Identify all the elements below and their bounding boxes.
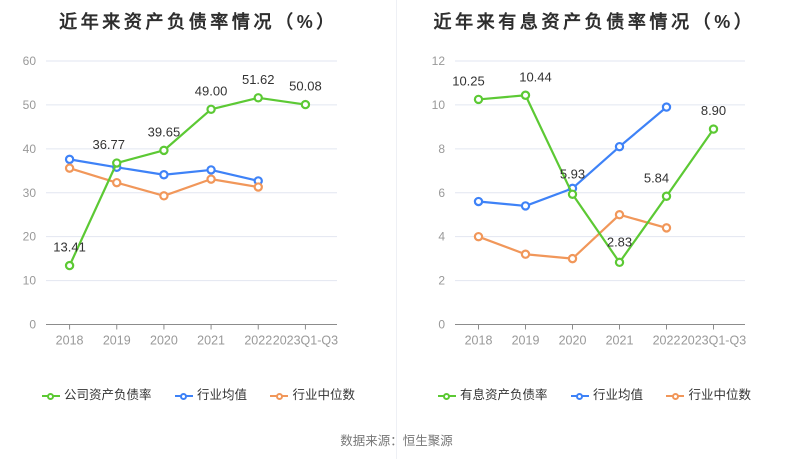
svg-text:6: 6 xyxy=(438,186,445,200)
svg-text:2021: 2021 xyxy=(606,334,634,348)
svg-text:2: 2 xyxy=(438,274,445,288)
svg-text:10: 10 xyxy=(23,274,37,288)
svg-text:36.77: 36.77 xyxy=(92,137,125,152)
svg-text:10.25: 10.25 xyxy=(452,73,485,88)
svg-text:0: 0 xyxy=(29,318,36,332)
svg-text:13.41: 13.41 xyxy=(53,240,86,255)
svg-text:2019: 2019 xyxy=(103,334,131,348)
svg-text:2.83: 2.83 xyxy=(607,234,632,249)
svg-text:39.65: 39.65 xyxy=(148,124,181,139)
svg-text:5.93: 5.93 xyxy=(560,166,585,181)
svg-text:2018: 2018 xyxy=(56,334,84,348)
svg-text:12: 12 xyxy=(432,54,446,68)
svg-text:50: 50 xyxy=(23,98,37,112)
svg-text:2020: 2020 xyxy=(150,334,178,348)
svg-text:2022: 2022 xyxy=(244,334,272,348)
svg-text:20: 20 xyxy=(23,230,37,244)
svg-text:5.84: 5.84 xyxy=(644,170,669,185)
svg-text:49.00: 49.00 xyxy=(195,83,228,98)
svg-text:4: 4 xyxy=(438,230,445,244)
svg-text:40: 40 xyxy=(23,142,37,156)
svg-text:30: 30 xyxy=(23,186,37,200)
svg-text:2022: 2022 xyxy=(653,334,681,348)
svg-text:2020: 2020 xyxy=(559,334,587,348)
svg-text:8.90: 8.90 xyxy=(701,103,726,118)
svg-text:2023Q1-Q3: 2023Q1-Q3 xyxy=(681,334,746,348)
svg-text:2021: 2021 xyxy=(197,334,225,348)
svg-text:50.08: 50.08 xyxy=(289,79,322,94)
svg-text:10.44: 10.44 xyxy=(519,69,552,84)
svg-text:2019: 2019 xyxy=(512,334,540,348)
svg-text:0: 0 xyxy=(438,318,445,332)
svg-text:2023Q1-Q3: 2023Q1-Q3 xyxy=(273,334,338,348)
svg-text:10: 10 xyxy=(432,98,446,112)
svg-text:51.62: 51.62 xyxy=(242,72,275,87)
svg-text:2018: 2018 xyxy=(465,334,493,348)
svg-text:60: 60 xyxy=(23,54,37,68)
svg-text:8: 8 xyxy=(438,142,445,156)
